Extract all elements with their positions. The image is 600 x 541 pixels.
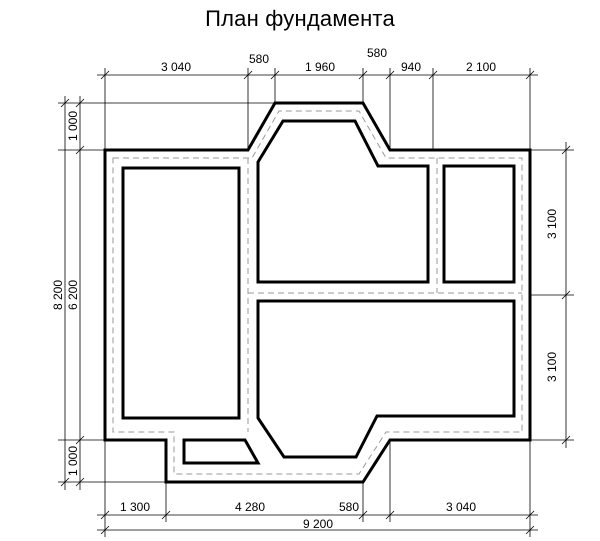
right-dim-upper: 3 100 bbox=[545, 209, 559, 239]
left-dimension-chain: 8 200 6 200 1 000 1 000 bbox=[51, 96, 275, 490]
top-dim-1: 3 040 bbox=[161, 60, 191, 74]
right-dim-lower: 3 100 bbox=[545, 352, 559, 382]
cell-top-right bbox=[442, 164, 516, 284]
top-dim-2: 580 bbox=[249, 52, 269, 66]
top-dim-6: 2 100 bbox=[466, 60, 496, 74]
left-bottom-dim: 1 000 bbox=[66, 446, 80, 476]
cell-left-large bbox=[121, 166, 241, 420]
top-dimension-chain: 3 040 580 1 960 580 940 2 100 bbox=[97, 46, 538, 150]
bottom-dim-1: 1 300 bbox=[120, 500, 150, 514]
plan-title: План фундамента bbox=[205, 6, 395, 31]
bottom-dim-2: 4 280 bbox=[235, 500, 265, 514]
left-outer-total-dim: 8 200 bbox=[51, 280, 65, 310]
bottom-dim-4: 3 040 bbox=[446, 500, 476, 514]
bottom-dimension-chain: 1 300 4 280 580 3 040 9 200 bbox=[97, 440, 538, 537]
axis-dashed-line bbox=[112, 110, 523, 475]
cell-top-center bbox=[256, 119, 430, 284]
top-dim-3: 1 960 bbox=[305, 60, 335, 74]
bottom-total-dim: 9 200 bbox=[303, 517, 333, 531]
left-inner-total-dim: 6 200 bbox=[66, 280, 80, 310]
left-top-dim: 1 000 bbox=[66, 111, 80, 141]
cell-bottom-center bbox=[256, 299, 516, 459]
top-dim-4: 580 bbox=[367, 46, 387, 60]
top-dim-5: 940 bbox=[401, 60, 421, 74]
bottom-dim-3: 580 bbox=[339, 500, 359, 514]
right-dimension-chain: 3 100 3 100 bbox=[530, 142, 574, 448]
cell-bottom-small bbox=[182, 438, 261, 465]
